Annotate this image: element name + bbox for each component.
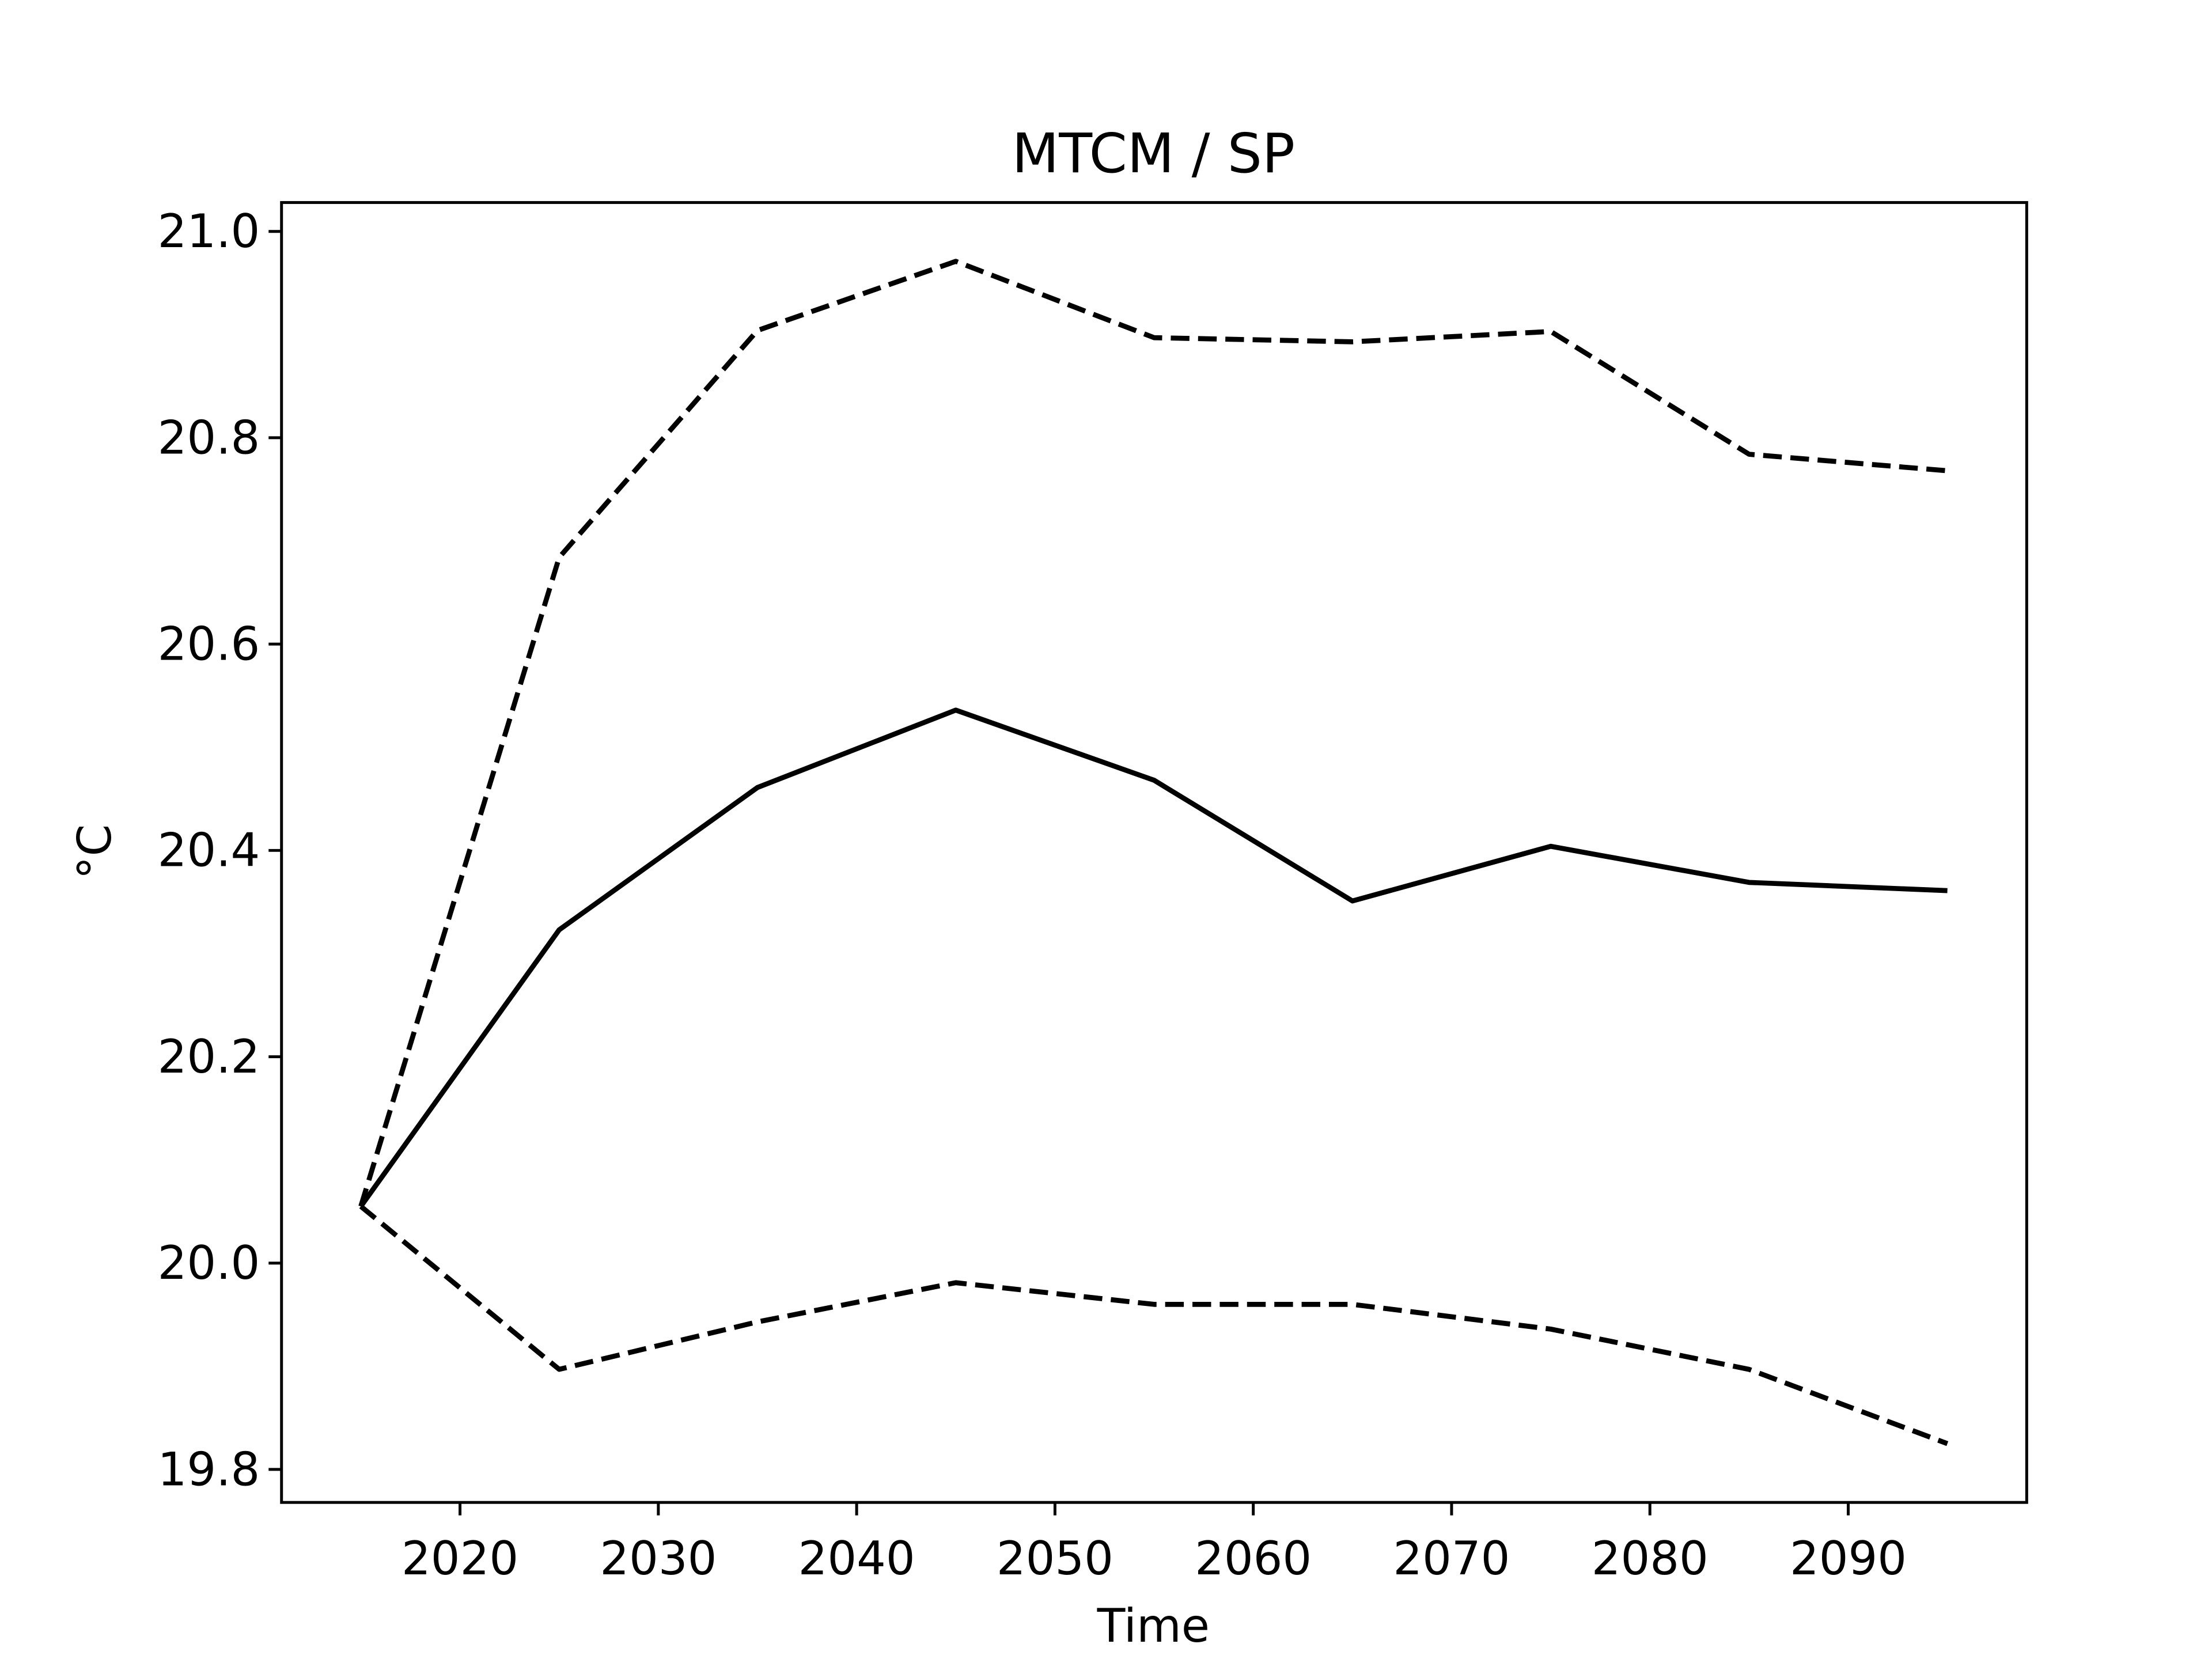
x-axis-label: Time: [1097, 1599, 1210, 1653]
y-axis-label: °C: [68, 824, 122, 880]
x-tick-label: 2060: [1195, 1532, 1312, 1585]
chart-title: MTCM / SP: [1012, 122, 1295, 185]
plot-frame: [280, 201, 2028, 1504]
x-tick-label: 2030: [600, 1532, 717, 1585]
y-tick-label: 20.0: [158, 1236, 260, 1290]
series-line: [359, 1204, 1949, 1446]
y-tick-label: 20.4: [158, 824, 260, 877]
x-tick-label: 2080: [1592, 1532, 1709, 1585]
y-tick-label: 21.0: [158, 204, 260, 258]
x-tick-label: 2050: [997, 1532, 1113, 1585]
x-tick-label: 2040: [798, 1532, 915, 1585]
y-tick-label: 20.8: [158, 411, 260, 464]
x-tick-label: 2090: [1790, 1532, 1907, 1585]
y-tick-label: 20.2: [158, 1030, 260, 1084]
x-tick-label: 2070: [1393, 1532, 1510, 1585]
series-line: [358, 259, 1948, 1207]
series-line: [358, 707, 1948, 1208]
y-tick-label: 20.6: [158, 618, 260, 671]
x-tick-label: 2020: [402, 1532, 518, 1585]
y-tick-label: 19.8: [158, 1442, 260, 1496]
